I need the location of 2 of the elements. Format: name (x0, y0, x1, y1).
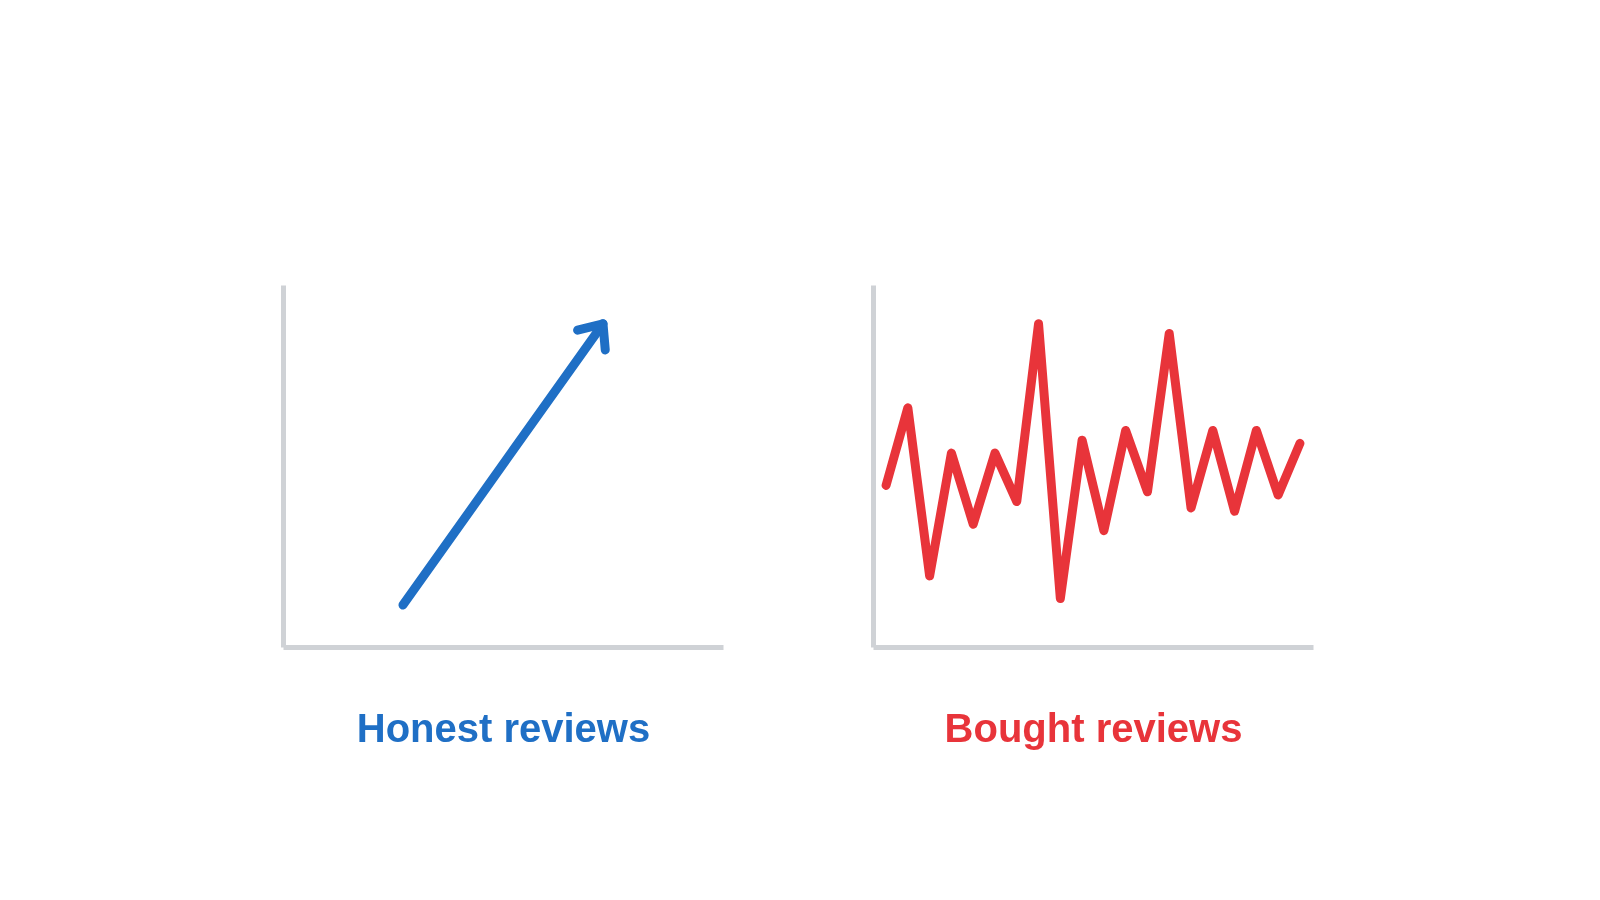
x-axis-title: Honest reviews (356, 705, 651, 750)
x-axis-title: Bought reviews (944, 705, 1243, 750)
